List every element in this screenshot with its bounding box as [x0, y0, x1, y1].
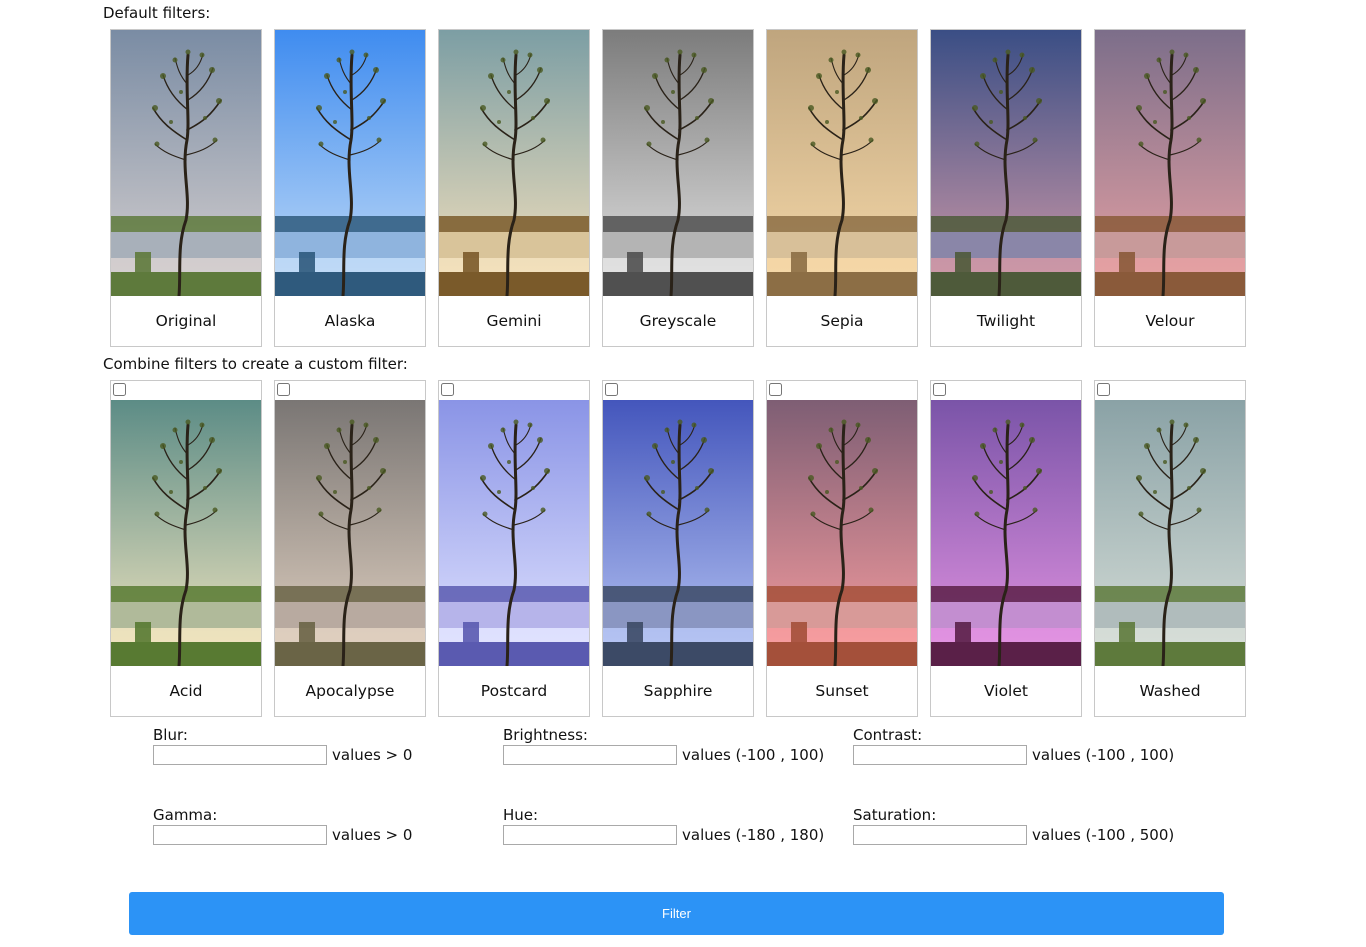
blur-label: Blur:: [153, 726, 188, 744]
blur-hint: values > 0: [332, 746, 413, 764]
saturation-label: Saturation:: [853, 806, 937, 824]
saturation-field: Saturation: values (-100 , 500): [853, 805, 1193, 845]
filter-checkbox-washed[interactable]: [1097, 383, 1110, 396]
saturation-hint: values (-100 , 500): [1032, 826, 1175, 844]
contrast-input[interactable]: [853, 745, 1027, 765]
filter-checkbox-sapphire[interactable]: [605, 383, 618, 396]
filter-preview-image: [603, 400, 753, 666]
filter-preview-image: [111, 400, 261, 666]
filter-label: Original: [155, 312, 217, 330]
custom-filters-grid: Acid: [110, 380, 1246, 717]
filter-label: Apocalypse: [305, 682, 395, 700]
filter-card-acid[interactable]: Acid: [110, 380, 262, 717]
filter-preview-image: [767, 30, 917, 296]
contrast-label: Contrast:: [853, 726, 923, 744]
filter-preview-image: [111, 30, 261, 296]
filter-label: Sapphire: [643, 682, 713, 700]
filter-label: Alaska: [324, 312, 376, 330]
filter-label: Sunset: [815, 682, 869, 700]
contrast-field: Contrast: values (-100 , 100): [853, 725, 1193, 765]
contrast-hint: values (-100 , 100): [1032, 746, 1175, 764]
filter-preview-image: [931, 30, 1081, 296]
blur-row: values > 0: [153, 745, 493, 765]
checkbox-row: [767, 381, 917, 400]
blur-field: Blur: values > 0: [153, 725, 493, 765]
blur-input[interactable]: [153, 745, 327, 765]
gamma-hint: values > 0: [332, 826, 413, 844]
checkbox-row: [603, 381, 753, 400]
filter-preview-image: [439, 400, 589, 666]
filter-checkbox-postcard[interactable]: [441, 383, 454, 396]
default-filters-title: Default filters:: [103, 4, 211, 22]
filter-card-violet[interactable]: Violet: [930, 380, 1082, 717]
filter-checkbox-apocalypse[interactable]: [277, 383, 290, 396]
filter-card-greyscale[interactable]: Greyscale: [602, 29, 754, 347]
gamma-row: values > 0: [153, 825, 493, 845]
default-filters-grid: Original Ala: [110, 29, 1246, 347]
filter-preview-image: [931, 400, 1081, 666]
checkbox-row: [1095, 381, 1245, 400]
filter-card-original[interactable]: Original: [110, 29, 262, 347]
hue-row: values (-180 , 180): [503, 825, 843, 845]
hue-hint: values (-180 , 180): [682, 826, 825, 844]
hue-input[interactable]: [503, 825, 677, 845]
checkbox-row: [111, 381, 261, 400]
filter-preview-image: [275, 30, 425, 296]
filter-preview-image: [603, 30, 753, 296]
filter-card-sapphire[interactable]: Sapphire: [602, 380, 754, 717]
filter-label: Velour: [1145, 312, 1195, 330]
gamma-label: Gamma:: [153, 806, 218, 824]
hue-field: Hue: values (-180 , 180): [503, 805, 843, 845]
custom-filters-title: Combine filters to create a custom filte…: [103, 355, 408, 373]
filter-label: Washed: [1139, 682, 1201, 700]
brightness-field: Brightness: values (-100 , 100): [503, 725, 843, 765]
filter-preview-image: [1095, 30, 1245, 296]
filter-card-sepia[interactable]: Sepia: [766, 29, 918, 347]
filter-label: Gemini: [486, 312, 542, 330]
filter-card-gemini[interactable]: Gemini: [438, 29, 590, 347]
filter-button[interactable]: Filter: [129, 892, 1224, 935]
filter-label: Postcard: [480, 682, 548, 700]
filter-checkbox-sunset[interactable]: [769, 383, 782, 396]
filter-preview-image: [439, 30, 589, 296]
filter-preview-image: [767, 400, 917, 666]
filter-label: Acid: [169, 682, 203, 700]
gamma-field: Gamma: values > 0: [153, 805, 493, 845]
filter-card-sunset[interactable]: Sunset: [766, 380, 918, 717]
filter-card-apocalypse[interactable]: Apocalypse: [274, 380, 426, 717]
brightness-label: Brightness:: [503, 726, 588, 744]
saturation-row: values (-100 , 500): [853, 825, 1193, 845]
filter-checkbox-acid[interactable]: [113, 383, 126, 396]
brightness-hint: values (-100 , 100): [682, 746, 825, 764]
filter-label: Twilight: [976, 312, 1036, 330]
checkbox-row: [439, 381, 589, 400]
filter-card-velour[interactable]: Velour: [1094, 29, 1246, 347]
filter-card-alaska[interactable]: Alaska: [274, 29, 426, 347]
filter-preview-image: [275, 400, 425, 666]
brightness-input[interactable]: [503, 745, 677, 765]
checkbox-row: [931, 381, 1081, 400]
checkbox-row: [275, 381, 425, 400]
gamma-input[interactable]: [153, 825, 327, 845]
brightness-row: values (-100 , 100): [503, 745, 843, 765]
contrast-row: values (-100 , 100): [853, 745, 1193, 765]
filter-card-postcard[interactable]: Postcard: [438, 380, 590, 717]
filter-label: Sepia: [820, 312, 864, 330]
filter-label: Violet: [984, 682, 1028, 700]
hue-label: Hue:: [503, 806, 539, 824]
filter-card-washed[interactable]: Washed: [1094, 380, 1246, 717]
filter-card-twilight[interactable]: Twilight: [930, 29, 1082, 347]
filter-label: Greyscale: [639, 312, 717, 330]
saturation-input[interactable]: [853, 825, 1027, 845]
filter-preview-image: [1095, 400, 1245, 666]
filter-checkbox-violet[interactable]: [933, 383, 946, 396]
